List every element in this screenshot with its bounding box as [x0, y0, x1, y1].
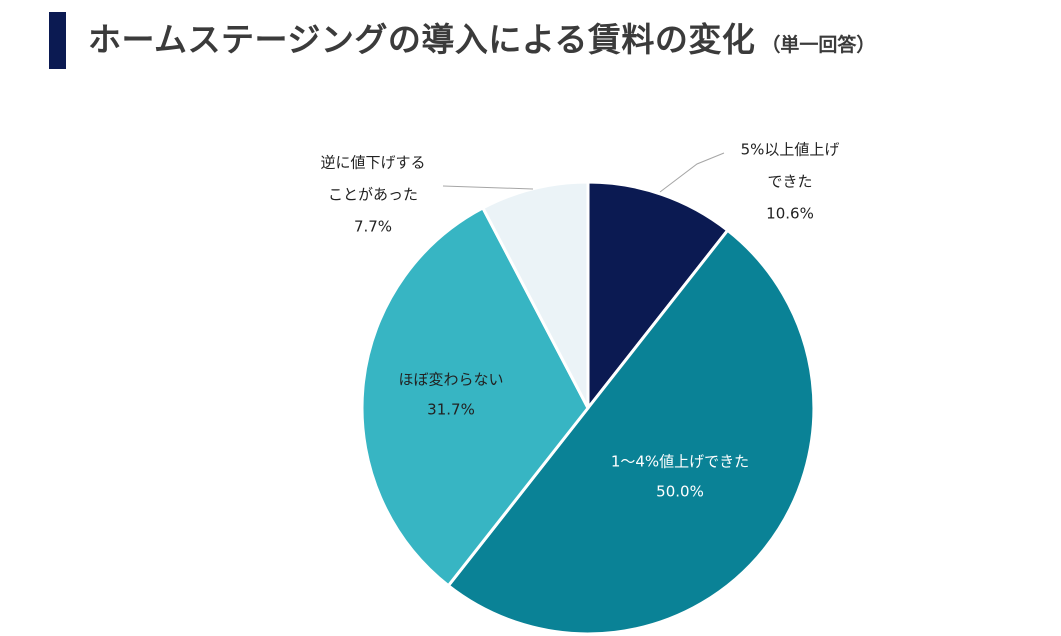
slice-category-label-4: 逆に値下げする [320, 154, 425, 172]
pie-slice-1 [586, 180, 730, 410]
slice-category-label-2: 1〜4%値上げできた [611, 453, 749, 471]
leader-line-4 [442, 185, 534, 190]
title-subtitle-text: （単一回答） [761, 34, 876, 56]
slice-category-label-4: ことがあった [328, 186, 418, 204]
leader-line-1 [659, 152, 725, 193]
slice-value-label-3: 31.7% [427, 401, 475, 419]
chart-title: ホームステージングの導入による賃料の変化 （単一回答） [88, 16, 875, 64]
slice-value-label-2: 50.0% [656, 483, 704, 501]
slice-category-label-3: ほぼ変わらない [398, 371, 503, 389]
slice-category-label-1: 5%以上値上げ [741, 141, 840, 159]
slice-value-label-1: 10.6% [766, 205, 814, 223]
title-accent-bar [49, 12, 66, 69]
pie-slice-4 [481, 180, 590, 410]
title-main-text: ホームステージングの導入による賃料の変化 [88, 20, 756, 59]
pie-slice-2 [446, 228, 816, 636]
slice-category-label-1: できた [767, 173, 812, 191]
slice-value-label-4: 7.7% [354, 218, 392, 236]
